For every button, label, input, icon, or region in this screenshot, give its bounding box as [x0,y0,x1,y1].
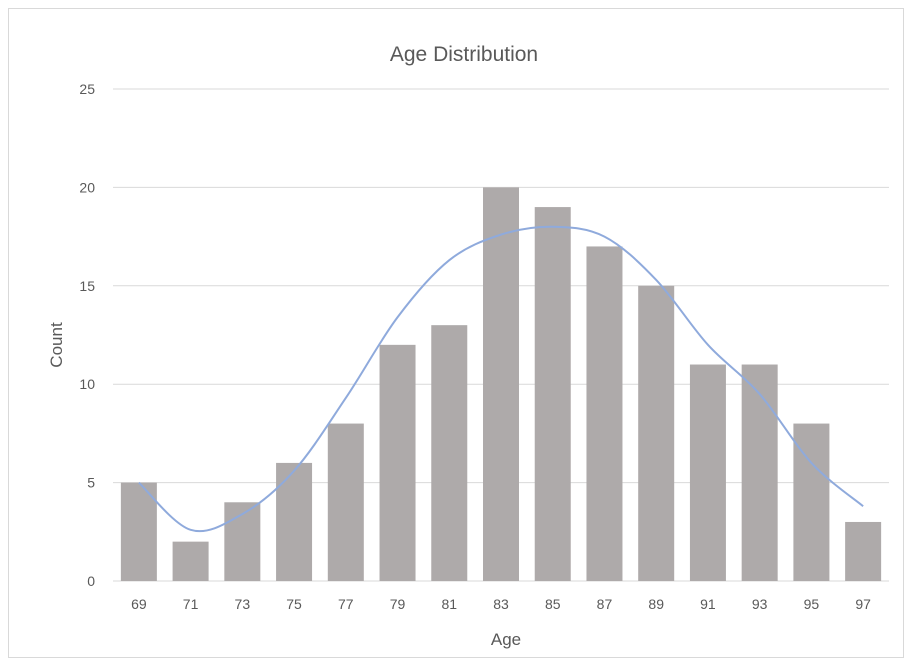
y-tick-label: 5 [87,475,95,491]
x-axis-ticks: 69 71 73 75 77 79 81 83 85 87 89 91 93 95 97 [131,596,871,612]
y-axis-title: Count [47,322,66,368]
bar [741,364,778,581]
y-tick-label: 10 [79,376,95,392]
bar [689,364,726,581]
chart-area: 0 5 10 15 20 25 69 71 73 75 77 79 81 83 85 87 89 91 93 95 9… [8,8,904,658]
chart-title: Age Distribution [390,43,538,66]
x-tick-label: 79 [390,596,406,612]
bar [224,502,261,581]
bar [483,187,519,581]
y-tick-label: 20 [79,179,95,195]
x-tick-label: 89 [648,596,664,612]
x-tick-label: 85 [545,596,561,612]
x-tick-label: 97 [855,596,871,612]
bars [120,187,882,581]
x-tick-label: 95 [804,596,820,612]
bar [638,285,675,581]
bar [431,325,468,581]
x-tick-label: 91 [700,596,716,612]
x-tick-label: 69 [131,596,147,612]
bar [327,423,364,581]
x-tick-label: 73 [235,596,251,612]
bar [793,423,830,581]
x-tick-label: 93 [752,596,768,612]
chart-svg: 0 5 10 15 20 25 69 71 73 75 77 79 81 83 85 87 89 91 93 95 9… [47,43,889,649]
x-tick-label: 87 [597,596,613,612]
y-tick-label: 25 [79,81,95,97]
bar [845,521,882,581]
bar [534,207,571,581]
x-tick-label: 83 [493,596,509,612]
y-tick-label: 15 [79,278,95,294]
bar [586,246,623,581]
trendline [138,225,864,533]
x-tick-label: 75 [286,596,302,612]
x-tick-label: 71 [183,596,199,612]
trend-line [138,225,864,533]
x-tick-label: 81 [441,596,457,612]
x-tick-label: 77 [338,596,354,612]
bar [172,541,209,581]
y-tick-label: 0 [87,573,95,589]
bar [276,462,313,581]
bar [379,344,416,581]
x-axis-title: Age [491,630,521,649]
bar [120,482,157,581]
y-axis-ticks: 0 5 10 15 20 25 [79,81,95,589]
